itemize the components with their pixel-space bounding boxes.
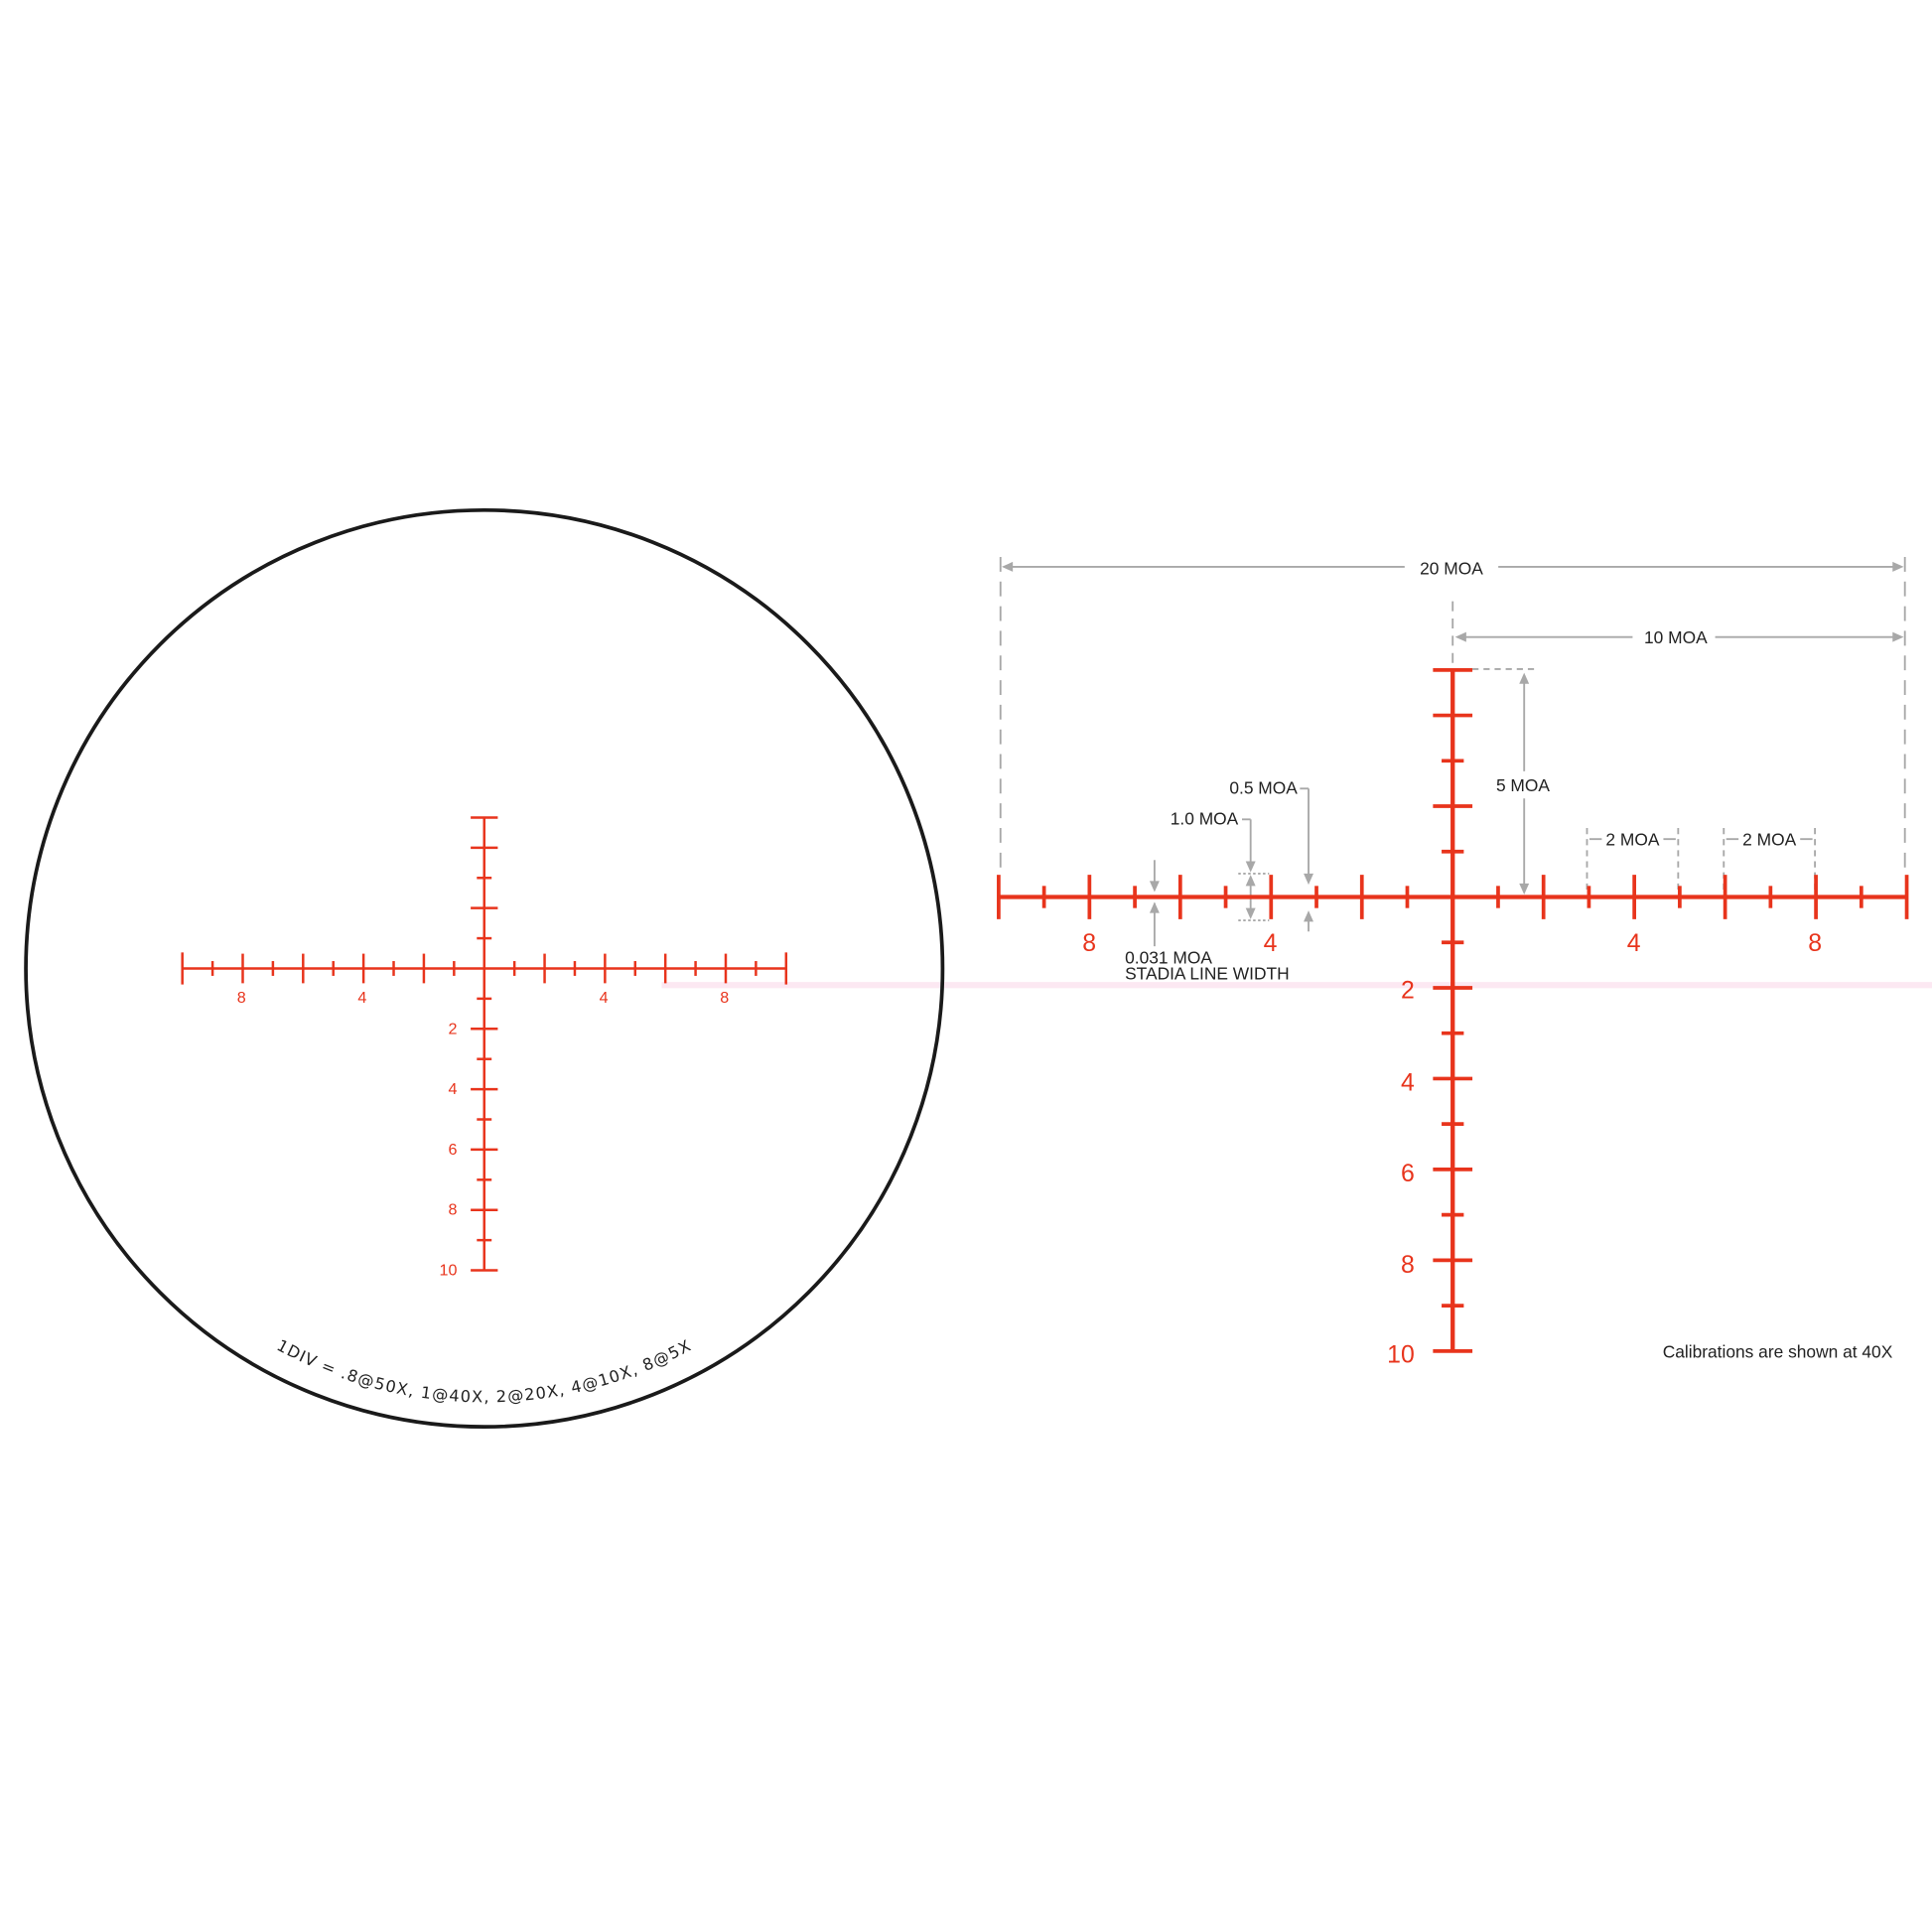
moa-annotations <box>999 556 1906 947</box>
right-h-label: 8 <box>1082 930 1096 957</box>
left-reticle <box>181 816 788 1272</box>
right-h-labels: 8 4 4 8 <box>1082 930 1822 957</box>
annotation-0-5-moa: 0.5 MOA <box>1229 777 1298 797</box>
left-h-label: 4 <box>357 989 366 1007</box>
right-v-labels: 2 4 6 8 10 <box>1387 977 1415 1368</box>
left-v-labels: 2 4 6 8 10 <box>440 1020 458 1279</box>
left-h-labels: 8 4 4 8 <box>237 989 729 1007</box>
left-v-label: 8 <box>448 1201 457 1219</box>
left-h-label: 8 <box>720 989 729 1007</box>
right-h-label: 4 <box>1264 930 1278 957</box>
left-v-label: 6 <box>448 1141 457 1159</box>
left-h-label: 8 <box>237 989 246 1007</box>
right-h-label: 4 <box>1627 930 1641 957</box>
annotation-20-moa: 20 MOA <box>1420 558 1483 578</box>
annotation-2-moa: 2 MOA <box>1742 829 1796 849</box>
annotation-10-moa: 10 MOA <box>1644 627 1708 647</box>
calibration-note: Calibrations are shown at 40X <box>1663 1342 1893 1362</box>
annotation-stadia-width: 0.031 MOA <box>1125 948 1212 968</box>
left-v-label: 4 <box>448 1080 457 1098</box>
annotation-5-moa: 5 MOA <box>1496 775 1550 795</box>
right-v-label: 2 <box>1401 977 1415 1004</box>
scope-view-circle <box>24 507 945 1430</box>
annotation-1-0-moa: 1.0 MOA <box>1171 808 1239 828</box>
right-v-label: 6 <box>1401 1161 1415 1187</box>
right-v-label: 4 <box>1401 1069 1415 1096</box>
left-h-label: 4 <box>600 989 609 1007</box>
left-v-label: 10 <box>440 1262 458 1280</box>
left-v-label: 2 <box>448 1020 457 1037</box>
annotation-2-moa: 2 MOA <box>1605 829 1659 849</box>
highlight-band <box>661 982 1932 989</box>
right-v-label: 8 <box>1401 1252 1415 1279</box>
division-caption: 1DIV = .8@50X, 1@40X, 2@20X, 4@10X, 8@5X <box>274 1335 695 1406</box>
right-h-label: 8 <box>1808 930 1822 957</box>
right-v-label: 10 <box>1387 1342 1415 1369</box>
annotation-stadia-label: STADIA LINE WIDTH <box>1125 964 1290 984</box>
right-reticle <box>997 667 1909 1353</box>
